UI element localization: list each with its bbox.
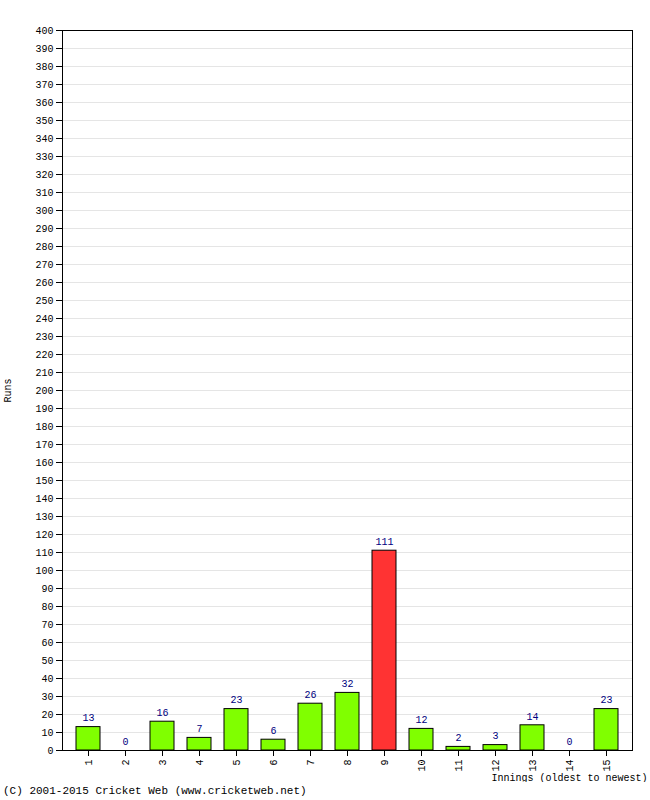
svg-text:10: 10: [417, 760, 428, 772]
svg-text:32: 32: [341, 679, 353, 690]
svg-text:320: 320: [35, 170, 53, 181]
svg-text:2: 2: [455, 733, 461, 744]
svg-text:350: 350: [35, 116, 53, 127]
svg-text:70: 70: [41, 620, 53, 631]
svg-text:Innings (oldest to newest): Innings (oldest to newest): [491, 773, 647, 783]
svg-text:7: 7: [196, 724, 202, 735]
svg-text:10: 10: [41, 728, 53, 739]
svg-text:50: 50: [41, 656, 53, 667]
svg-text:16: 16: [156, 708, 168, 719]
svg-text:390: 390: [35, 44, 53, 55]
svg-text:23: 23: [600, 695, 612, 706]
svg-text:12: 12: [491, 760, 502, 772]
svg-text:190: 190: [35, 404, 53, 415]
svg-text:230: 230: [35, 332, 53, 343]
svg-text:360: 360: [35, 98, 53, 109]
svg-text:260: 260: [35, 278, 53, 289]
svg-text:210: 210: [35, 368, 53, 379]
svg-text:13: 13: [528, 760, 539, 772]
svg-text:310: 310: [35, 188, 53, 199]
svg-text:40: 40: [41, 674, 53, 685]
svg-text:400: 400: [35, 26, 53, 37]
svg-text:14: 14: [565, 760, 576, 772]
svg-text:9: 9: [380, 760, 391, 766]
svg-text:90: 90: [41, 584, 53, 595]
svg-text:330: 330: [35, 152, 53, 163]
svg-text:200: 200: [35, 386, 53, 397]
svg-text:280: 280: [35, 242, 53, 253]
html-text:(C) 2001-2015 Cricket Web (www: (C) 2001-2015 Cricket Web (www.cricketwe…: [3, 785, 307, 797]
svg-text:300: 300: [35, 206, 53, 217]
svg-text:6: 6: [270, 726, 276, 737]
svg-text:14: 14: [526, 712, 538, 723]
svg-text:340: 340: [35, 134, 53, 145]
svg-text:13: 13: [82, 713, 94, 724]
svg-text:4: 4: [195, 760, 206, 766]
svg-text:6: 6: [269, 760, 280, 766]
svg-text:140: 140: [35, 494, 53, 505]
svg-text:240: 240: [35, 314, 53, 325]
svg-text:12: 12: [415, 715, 427, 726]
svg-text:5: 5: [232, 760, 243, 766]
svg-text:160: 160: [35, 458, 53, 469]
svg-text:380: 380: [35, 62, 53, 73]
svg-text:100: 100: [35, 566, 53, 577]
svg-text:110: 110: [35, 548, 53, 559]
svg-text:26: 26: [304, 690, 316, 701]
svg-text:7: 7: [306, 760, 317, 766]
svg-text:20: 20: [41, 710, 53, 721]
svg-text:0: 0: [566, 737, 572, 748]
svg-text:3: 3: [158, 760, 169, 766]
svg-text:0: 0: [122, 737, 128, 748]
svg-text:270: 270: [35, 260, 53, 271]
svg-text:180: 180: [35, 422, 53, 433]
svg-text:60: 60: [41, 638, 53, 649]
svg-text:370: 370: [35, 80, 53, 91]
svg-text:3: 3: [492, 731, 498, 742]
svg-text:220: 220: [35, 350, 53, 361]
svg-text:290: 290: [35, 224, 53, 235]
svg-text:0: 0: [47, 746, 53, 757]
svg-text:2: 2: [121, 760, 132, 766]
svg-text:Runs: Runs: [3, 378, 14, 402]
svg-text:150: 150: [35, 476, 53, 487]
svg-text:30: 30: [41, 692, 53, 703]
svg-text:8: 8: [343, 760, 354, 766]
svg-text:250: 250: [35, 296, 53, 307]
svg-text:80: 80: [41, 602, 53, 613]
svg-text:170: 170: [35, 440, 53, 451]
svg-text:15: 15: [602, 760, 613, 772]
svg-text:111: 111: [375, 537, 393, 548]
svg-text:1: 1: [84, 760, 95, 766]
svg-text:23: 23: [230, 695, 242, 706]
svg-text:130: 130: [35, 512, 53, 523]
svg-text:120: 120: [35, 530, 53, 541]
svg-text:11: 11: [454, 760, 465, 772]
